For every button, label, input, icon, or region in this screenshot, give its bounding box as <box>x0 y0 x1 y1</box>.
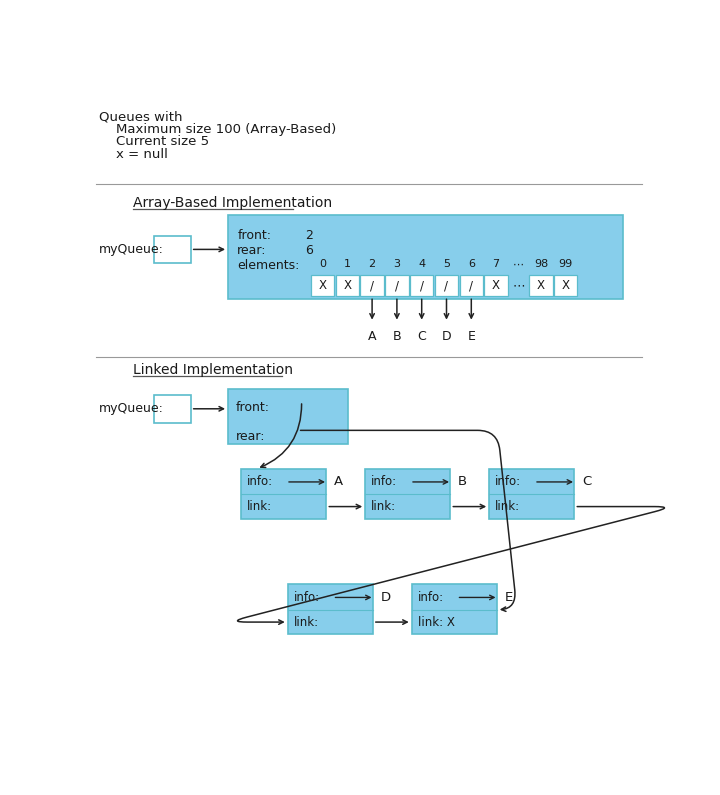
Bar <box>459 275 483 297</box>
Bar <box>410 275 433 297</box>
Text: X: X <box>343 279 351 292</box>
Text: /: / <box>444 279 449 292</box>
Text: info:: info: <box>248 475 274 488</box>
Text: C: C <box>418 330 426 343</box>
Text: ⋯: ⋯ <box>513 279 525 292</box>
Bar <box>241 469 326 519</box>
Bar <box>361 275 384 297</box>
Bar <box>385 275 408 297</box>
Text: B: B <box>392 330 401 343</box>
Bar <box>554 275 577 297</box>
Text: /: / <box>370 279 374 292</box>
Text: 1: 1 <box>344 259 351 270</box>
Text: link:: link: <box>495 500 521 513</box>
Text: 5: 5 <box>443 259 450 270</box>
Text: 6: 6 <box>468 259 474 270</box>
Bar <box>153 235 191 263</box>
Bar <box>228 215 624 300</box>
Bar <box>412 584 497 634</box>
Text: info:: info: <box>372 475 397 488</box>
Text: myQueue:: myQueue: <box>99 402 164 415</box>
Text: 0: 0 <box>319 259 326 270</box>
Text: 2: 2 <box>305 229 313 242</box>
Text: info:: info: <box>495 475 521 488</box>
Text: D: D <box>441 330 451 343</box>
Bar <box>336 275 359 297</box>
Text: 3: 3 <box>393 259 400 270</box>
Text: /: / <box>420 279 423 292</box>
Text: 7: 7 <box>492 259 500 270</box>
Text: info:: info: <box>418 591 444 604</box>
Text: 6: 6 <box>305 244 313 257</box>
Text: B: B <box>458 475 467 488</box>
Text: 2: 2 <box>369 259 376 270</box>
Text: link:: link: <box>372 500 397 513</box>
Text: Maximum size 100 (Array-Based): Maximum size 100 (Array-Based) <box>99 123 336 136</box>
Text: rear:: rear: <box>238 244 266 257</box>
Text: E: E <box>467 330 475 343</box>
Bar <box>153 395 191 423</box>
Text: link:: link: <box>294 615 319 629</box>
Text: A: A <box>368 330 377 343</box>
Text: 4: 4 <box>418 259 426 270</box>
Bar <box>228 389 348 444</box>
Text: X: X <box>562 279 570 292</box>
Text: /: / <box>395 279 399 292</box>
Text: E: E <box>505 591 513 604</box>
Text: info:: info: <box>294 591 320 604</box>
Text: C: C <box>582 475 591 488</box>
Bar <box>287 584 373 634</box>
Text: myQueue:: myQueue: <box>99 243 164 256</box>
Text: link:: link: <box>248 500 272 513</box>
Text: elements:: elements: <box>238 259 300 273</box>
Bar <box>435 275 458 297</box>
Text: Current size 5: Current size 5 <box>99 135 210 149</box>
Bar <box>311 275 334 297</box>
Text: Queues with: Queues with <box>99 111 183 124</box>
Text: link: X: link: X <box>418 615 455 629</box>
Bar <box>489 469 575 519</box>
Text: X: X <box>492 279 500 292</box>
Text: X: X <box>318 279 326 292</box>
Text: 99: 99 <box>559 259 573 270</box>
Bar <box>365 469 451 519</box>
Text: 98: 98 <box>534 259 548 270</box>
Text: front:: front: <box>235 401 270 414</box>
Text: /: / <box>469 279 473 292</box>
Bar <box>529 275 553 297</box>
Text: front:: front: <box>238 229 271 242</box>
Text: x = null: x = null <box>99 148 168 161</box>
Text: Linked Implementation: Linked Implementation <box>132 363 292 377</box>
Text: A: A <box>334 475 343 488</box>
Text: D: D <box>381 591 391 604</box>
Text: X: X <box>537 279 545 292</box>
Text: rear:: rear: <box>235 430 265 444</box>
Text: ⋯: ⋯ <box>513 259 524 270</box>
Bar <box>485 275 508 297</box>
Text: Array-Based Implementation: Array-Based Implementation <box>132 196 332 210</box>
